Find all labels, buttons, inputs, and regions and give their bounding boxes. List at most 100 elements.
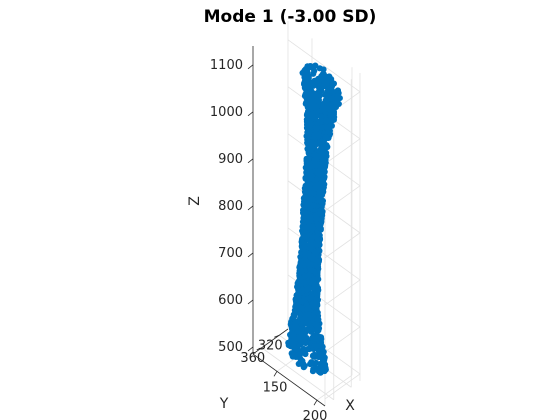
data-point [323,124,330,131]
data-point [302,66,309,73]
data-point [322,143,329,150]
grid-line-z [324,279,361,306]
data-point [308,294,315,301]
data-point [310,352,317,359]
x-axis-label: X [345,398,355,414]
data-point [305,129,313,136]
data-point [317,334,325,341]
x-axis-line [252,353,326,407]
data-point [307,147,314,154]
data-point [301,233,308,240]
data-point [308,105,315,112]
grid-line-z [287,39,361,93]
data-point [315,258,322,265]
data-point [333,95,340,102]
data-point [297,315,304,322]
y-tick-label: 320 [258,338,283,353]
data-point [325,74,332,81]
y-tick [274,334,280,338]
data-point [296,264,303,271]
data-point [312,335,319,342]
data-point [313,249,320,256]
data-point [319,138,326,145]
data-point [322,134,329,141]
data-point [290,340,297,347]
z-tick-label: 700 [218,246,243,261]
data-point [314,324,321,331]
y-axis-label: Y [219,396,229,412]
data-points [285,62,343,376]
data-point [301,209,308,216]
data-point [296,351,304,358]
axes [247,46,326,407]
data-point [328,87,335,94]
z-tick-label: 1100 [210,58,243,73]
grid-line-x [316,374,353,401]
data-point [321,175,328,182]
data-point [317,210,324,217]
data-point [301,92,309,100]
data-point [322,117,329,124]
data-point [309,368,317,375]
data-point [307,205,314,212]
data-point [302,100,309,107]
data-point [305,156,312,163]
z-tick-label: 600 [218,293,243,308]
x-tick [313,400,318,406]
data-point [306,181,313,188]
data-point [320,66,327,73]
data-point [297,275,304,282]
data-point [329,81,336,88]
grid-line-y [261,347,334,401]
z-tick-label: 1000 [210,105,243,120]
data-point [307,122,314,129]
data-point [313,125,320,132]
data-point [288,350,295,357]
data-point [312,62,319,69]
data-point [303,169,310,176]
z-tick [247,252,254,258]
data-point [308,237,315,244]
grid-line-z [324,138,361,165]
data-point [291,311,298,318]
data-point [306,176,313,183]
data-point [313,297,320,304]
data-point [306,272,313,279]
data-point [295,360,302,367]
z-tick [247,111,254,117]
data-point [302,350,309,358]
data-point [314,275,321,282]
data-point [324,105,331,112]
z-tick [247,299,254,305]
data-point [317,76,325,83]
data-point [319,181,326,188]
chart-title: Mode 1 (-3.00 SD) [204,7,377,27]
data-point [318,216,325,223]
x-tick-label: 150 [263,380,288,395]
data-point [307,360,314,368]
grid-line-z [324,232,361,259]
data-point [315,222,322,229]
data-point [314,131,321,138]
grid-line-z [324,373,361,400]
data-point [314,291,321,298]
data-point [315,368,322,375]
grid-line-z [324,326,361,353]
x-tick [273,371,278,377]
data-point [315,316,322,323]
data-point [321,81,328,88]
data-point [316,188,323,195]
data-point [303,188,310,195]
data-point [307,63,314,70]
data-point [310,98,317,105]
data-point [301,244,308,251]
data-point [305,250,312,257]
data-point [311,67,318,74]
y-axis-line [252,328,289,355]
z-tick [247,64,254,70]
data-point [298,325,305,332]
data-point [307,196,314,203]
